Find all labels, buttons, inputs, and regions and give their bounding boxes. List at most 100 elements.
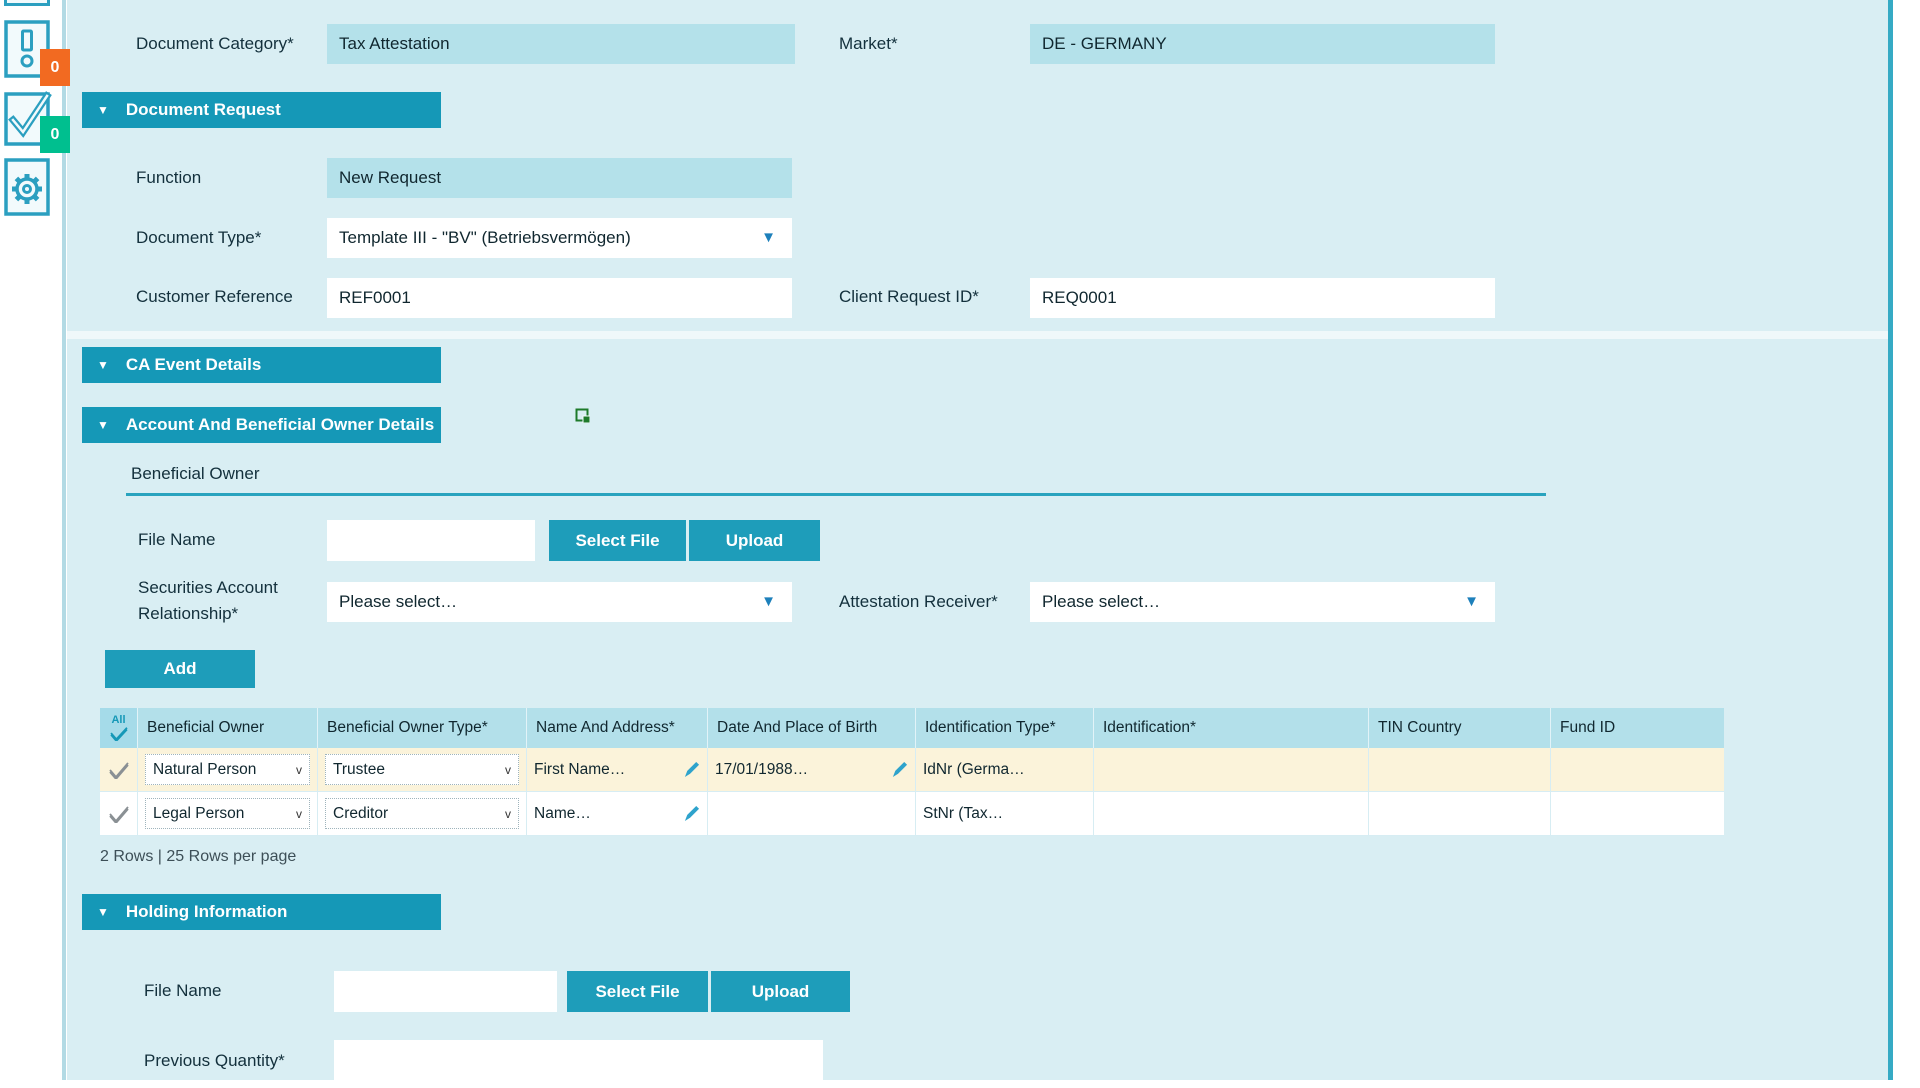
identification-cell [1094,792,1369,836]
edit-pencil-icon[interactable] [891,761,908,778]
beneficial-owner-cell: Natural Person v [138,748,318,792]
market-field: DE - GERMANY [1030,24,1495,64]
market-label: Market* [839,34,898,53]
select-all-label: All [111,714,126,726]
sidebar-item-partial[interactable] [4,0,50,6]
securities-account-relationship-label: Securities Account [138,578,278,597]
panel-right-border [1888,0,1893,1080]
section-header-ca-event-details[interactable]: ▼ CA Event Details [82,347,441,383]
document-category-label: Document Category* [136,34,294,53]
securities-account-relationship-label2: Relationship* [138,604,239,623]
function-field: New Request [327,158,792,198]
select-all-check-icon [109,727,128,741]
section-header-holding-information[interactable]: ▼ Holding Information [82,894,441,930]
dropdown-arrow-icon: ▼ [761,593,776,611]
attestation-receiver-value: Please select… [1042,592,1161,611]
column-header: Identification* [1094,708,1369,748]
previous-quantity-input[interactable] [334,1040,823,1088]
gear-icon [4,158,50,216]
document-category-field: Tax Attestation [327,24,795,64]
owner-type-select[interactable]: Creditor v [325,798,519,829]
sar-value: Please select… [339,592,458,611]
column-header: Identification Type* [916,708,1094,748]
row-select-cell[interactable] [100,792,138,836]
collapse-triangle-icon: ▼ [97,103,109,117]
section-title: Holding Information [125,902,288,921]
document-type-value: Template III - "BV" (Betriebsvermögen) [339,228,631,247]
fund-id-cell [1551,792,1724,836]
owner-type-cell: Trustee v [318,748,527,792]
file-name-input[interactable] [327,520,535,561]
dropdown-arrow-icon: ▼ [1464,593,1479,611]
chevron-down-icon: v [505,806,511,821]
attestation-receiver-dropdown[interactable]: Please select… ▼ [1030,582,1495,622]
name-address-value: Name… [534,804,591,822]
column-header: Beneficial Owner Type* [318,708,527,748]
select-all-cell[interactable]: All [100,708,138,748]
attestation-receiver-label: Attestation Receiver* [839,592,998,611]
id-type-value: StNr (Tax… [923,804,1004,822]
identification-cell [1094,748,1369,792]
holding-file-name-input[interactable] [334,971,557,1012]
dob-cell [708,792,916,836]
chevron-down-icon: v [505,762,511,777]
section-header-document-request[interactable]: ▼ Document Request [82,92,441,128]
customer-reference-input[interactable] [327,278,792,318]
document-type-label: Document Type* [136,228,262,247]
column-header: Fund ID [1551,708,1724,748]
select-value: Legal Person [153,804,245,822]
dob-value: 17/01/1988… [715,760,809,778]
select-value: Trustee [333,760,385,778]
select-value: Creditor [333,804,389,822]
select-file-button[interactable]: Select File [549,520,686,561]
id-type-cell: StNr (Tax… [916,792,1094,836]
collapse-triangle-icon: ▼ [97,418,109,432]
table-pagination-info: 2 Rows | 25 Rows per page [100,848,297,865]
customer-reference-label: Customer Reference [136,287,293,306]
edit-pencil-icon[interactable] [683,805,700,822]
column-header: Name And Address* [527,708,708,748]
table-row: Legal Person v Creditor v Name… StNr (Ta… [100,792,1724,836]
table-header-row: All Beneficial Owner Beneficial Owner Ty… [100,708,1724,748]
client-request-id-input[interactable] [1030,278,1495,318]
securities-account-relationship-dropdown[interactable]: Please select… ▼ [327,582,792,622]
upload-button[interactable]: Upload [689,520,820,561]
add-button[interactable]: Add [105,650,255,688]
collapse-triangle-icon: ▼ [97,905,109,919]
owner-type-select[interactable]: Trustee v [325,754,519,785]
id-type-cell: IdNr (Germa… [916,748,1094,792]
holding-select-file-button[interactable]: Select File [567,971,708,1012]
file-name-label: File Name [138,530,216,549]
sidebar-item-settings[interactable] [4,158,50,221]
name-address-value: First Name… [534,760,626,778]
collapse-triangle-icon: ▼ [97,358,109,372]
row-check-icon [108,805,129,823]
dropdown-arrow-icon: ▼ [761,229,776,247]
section-header-account-bo-details[interactable]: ▼ Account And Beneficial Owner Details [82,407,441,443]
name-address-cell: First Name… [527,748,708,792]
column-header: Date And Place of Birth [708,708,916,748]
section-title: Account And Beneficial Owner Details [125,415,435,434]
owner-type-cell: Creditor v [318,792,527,836]
chevron-down-icon: v [296,762,302,777]
section-title: Document Request [125,100,281,119]
name-address-cell: Name… [527,792,708,836]
document-type-dropdown[interactable]: Template III - "BV" (Betriebsvermögen) ▼ [327,218,792,258]
panel-divider [67,331,1888,339]
beneficial-owner-select[interactable]: Legal Person v [145,798,310,829]
edit-pencil-icon[interactable] [683,761,700,778]
row-check-icon [108,761,129,779]
beneficial-owner-select[interactable]: Natural Person v [145,754,310,785]
column-header: Beneficial Owner [138,708,318,748]
tin-country-cell [1369,792,1551,836]
alerts-count-badge: 0 [40,49,70,86]
holding-upload-button[interactable]: Upload [711,971,850,1012]
beneficial-owner-cell: Legal Person v [138,792,318,836]
section-title: CA Event Details [125,355,262,374]
row-select-cell[interactable] [100,748,138,792]
client-request-id-label: Client Request ID* [839,287,979,306]
previous-quantity-label: Previous Quantity* [144,1051,285,1070]
chevron-down-icon: v [296,806,302,821]
select-value: Natural Person [153,760,257,778]
